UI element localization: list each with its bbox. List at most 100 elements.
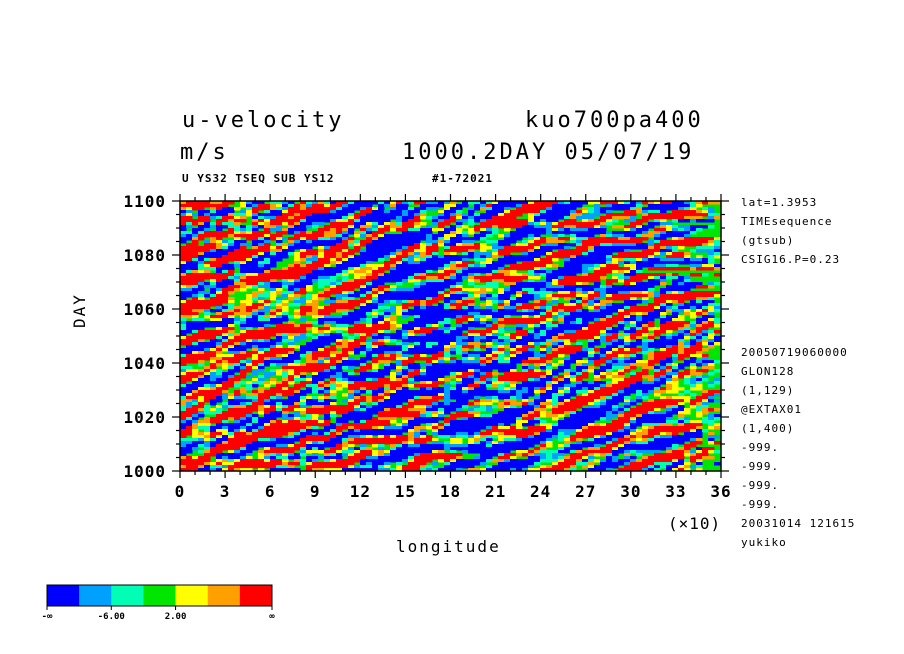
heatmap-cell bbox=[648, 333, 655, 337]
heatmap-cell bbox=[486, 342, 493, 346]
heatmap-cell bbox=[402, 342, 409, 346]
heatmap-cell bbox=[618, 459, 631, 463]
heatmap-cell bbox=[318, 276, 331, 280]
heatmap-cell bbox=[210, 429, 217, 433]
heatmap-cell bbox=[510, 297, 517, 301]
heatmap-cell bbox=[210, 399, 223, 403]
heatmap-cell bbox=[564, 219, 577, 223]
heatmap-cell bbox=[480, 369, 493, 373]
heatmap-cell bbox=[342, 279, 349, 283]
heatmap-cell bbox=[252, 402, 265, 406]
heatmap-cell bbox=[378, 435, 385, 439]
heatmap-cell bbox=[594, 267, 601, 271]
heatmap-cell bbox=[414, 306, 421, 310]
heatmap-cell bbox=[594, 225, 601, 229]
heatmap-cell bbox=[696, 297, 709, 301]
heatmap-cell bbox=[606, 261, 613, 265]
heatmap-cell bbox=[210, 207, 217, 211]
heatmap-cell bbox=[396, 264, 445, 268]
heatmap-cell bbox=[288, 453, 295, 457]
heatmap-cell bbox=[408, 444, 421, 448]
heatmap-cell bbox=[252, 429, 259, 433]
heatmap-cell bbox=[666, 306, 673, 310]
heatmap-cell bbox=[288, 288, 295, 292]
heatmap-cell bbox=[660, 303, 667, 307]
heatmap-cell bbox=[390, 393, 439, 397]
colorbar-swatch bbox=[47, 585, 80, 606]
heatmap-cell bbox=[534, 336, 541, 340]
heatmap-cell bbox=[408, 399, 415, 403]
heatmap-cell bbox=[708, 432, 715, 436]
heatmap-cell bbox=[612, 441, 625, 445]
heatmap-cell bbox=[528, 252, 547, 256]
heatmap-cell bbox=[594, 309, 601, 313]
heatmap-cell bbox=[588, 297, 595, 301]
heatmap-cell bbox=[324, 414, 331, 418]
heatmap-cell bbox=[480, 243, 487, 247]
experiment-label: kuo700pa400 bbox=[525, 108, 704, 133]
heatmap-cell bbox=[540, 330, 547, 334]
heatmap-cell bbox=[546, 342, 553, 346]
heatmap-cell bbox=[294, 225, 307, 229]
heatmap-cell bbox=[264, 327, 307, 331]
heatmap-cell bbox=[360, 387, 367, 391]
heatmap-cell bbox=[546, 222, 553, 226]
heatmap-cell bbox=[312, 204, 325, 208]
heatmap-cell bbox=[438, 426, 445, 430]
heatmap-cell bbox=[504, 387, 511, 391]
heatmap-cell bbox=[318, 252, 325, 256]
heatmap-cell bbox=[600, 354, 607, 358]
heatmap-cell bbox=[588, 252, 613, 256]
heatmap-cell bbox=[624, 396, 631, 400]
heatmap-cell bbox=[198, 444, 205, 448]
heatmap-cell bbox=[546, 273, 577, 277]
heatmap-cell bbox=[444, 243, 457, 247]
heatmap-cell bbox=[288, 243, 295, 247]
heatmap-cell bbox=[714, 243, 721, 247]
heatmap-cell bbox=[306, 258, 319, 262]
heatmap-cell bbox=[468, 216, 475, 220]
heatmap-cell bbox=[672, 447, 679, 451]
heatmap-cell bbox=[210, 426, 223, 430]
heatmap-cell bbox=[600, 459, 607, 463]
heatmap-cell bbox=[378, 204, 385, 208]
heatmap-cell bbox=[324, 324, 331, 328]
heatmap-cell bbox=[246, 351, 259, 355]
heatmap-cell bbox=[576, 237, 589, 241]
heatmap-cell bbox=[564, 411, 571, 415]
heatmap-cell bbox=[666, 291, 673, 295]
heatmap-cell bbox=[444, 351, 451, 355]
heatmap-cell bbox=[606, 360, 613, 364]
heatmap-cell bbox=[672, 345, 679, 349]
heatmap-cell bbox=[714, 399, 721, 403]
heatmap-cell bbox=[246, 225, 253, 229]
heatmap-cell bbox=[648, 294, 655, 298]
heatmap-cell bbox=[462, 306, 469, 310]
heatmap-cell bbox=[522, 294, 535, 298]
heatmap-cell bbox=[696, 318, 709, 322]
heatmap-cell bbox=[192, 441, 205, 445]
heatmap-cell bbox=[192, 207, 205, 211]
heatmap-cell bbox=[534, 234, 541, 238]
heatmap-cell bbox=[216, 408, 223, 412]
heatmap-cell bbox=[252, 213, 259, 217]
heatmap-cell bbox=[414, 243, 421, 247]
heatmap-cell bbox=[240, 318, 247, 322]
heatmap-cell bbox=[282, 408, 295, 412]
heatmap-cell bbox=[444, 426, 487, 430]
heatmap-cell bbox=[546, 210, 571, 214]
heatmap-cell bbox=[468, 450, 511, 454]
y-tick-label: 1020 bbox=[123, 408, 166, 427]
heatmap-cell bbox=[192, 390, 199, 394]
heatmap-cell bbox=[420, 273, 427, 277]
heatmap-cell bbox=[606, 342, 613, 346]
heatmap-cell bbox=[690, 429, 697, 433]
heatmap-cell bbox=[366, 312, 373, 316]
heatmap-cell bbox=[672, 354, 679, 358]
heatmap-cell bbox=[228, 360, 241, 364]
heatmap-cell bbox=[246, 261, 259, 265]
heatmap-cell bbox=[522, 351, 535, 355]
heatmap-cell bbox=[420, 363, 433, 367]
heatmap-cell bbox=[318, 357, 325, 361]
heatmap-cell bbox=[312, 300, 319, 304]
